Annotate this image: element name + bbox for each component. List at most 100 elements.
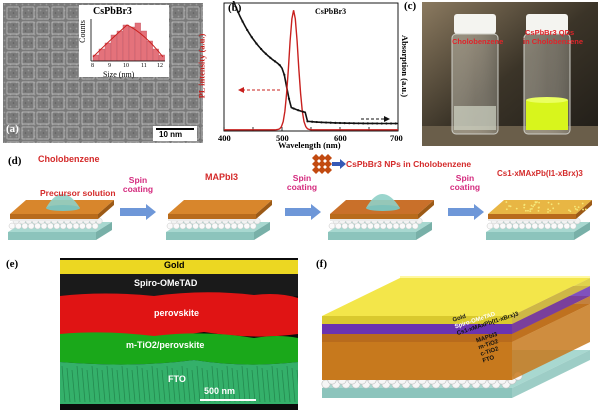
abs-point: [283, 74, 285, 76]
tick: 9: [108, 63, 111, 69]
panel-label-d: (d): [8, 155, 21, 167]
inset-title: CsPbBr3: [93, 6, 132, 17]
spin-coating-label-1: Spin coating: [119, 176, 157, 194]
sem-layer-spiro: Spiro-OMeTAD: [134, 278, 197, 288]
panel-label-c: (c): [404, 0, 416, 12]
abs-point: [390, 122, 392, 124]
pl-series: [224, 10, 398, 130]
panel-label-b: (b): [228, 2, 241, 14]
device-stack: [302, 258, 598, 410]
panel-b-spectra: (b) CsPbBr3 PL intensity (a.u.) Absorpti…: [206, 1, 416, 149]
xtick: 400: [218, 133, 231, 143]
abs-point: [311, 121, 313, 123]
abs-point: [316, 121, 318, 123]
absorption-series: [224, 1, 398, 123]
abs-point: [279, 64, 281, 66]
nanoparticle-icon: [312, 154, 332, 174]
abs-point: [255, 42, 257, 44]
process-schematic: [0, 150, 600, 252]
vial-label-left: Cholobenzene: [452, 37, 503, 46]
tio2-sphere: [329, 223, 335, 229]
abs-point: [381, 122, 383, 124]
abs-point: [339, 122, 341, 124]
film-stack: [8, 194, 114, 240]
histogram-bar: [129, 27, 135, 61]
abs-point: [376, 122, 378, 124]
np-arrow: [332, 159, 346, 169]
abs-point: [288, 98, 290, 100]
scale-bar-e-label: 500 nm: [204, 386, 235, 396]
spectra-plot: [206, 1, 416, 149]
abs-point: [302, 111, 304, 113]
panel-label-a: (a): [6, 123, 19, 135]
vial-label-right-1: CsPbBr3 QDs: [525, 28, 574, 37]
process-arrow: [448, 204, 484, 220]
abs-point: [269, 57, 271, 59]
abs-point: [371, 122, 373, 124]
panel-label-f: (f): [316, 258, 327, 270]
scale-bar-e: 500 nm: [200, 386, 256, 406]
process-arrow: [120, 204, 156, 220]
tick: 10: [123, 63, 129, 69]
panel-d-process: (d) Cholobenzene Precursor solution Spin…: [0, 150, 600, 252]
final-film-label: Cs1-xMAxPb(I1-xBrx)3: [497, 169, 583, 178]
vial-label-right-2: in Cholobenzene: [523, 37, 583, 46]
abs-point: [246, 29, 248, 31]
histogram-bar: [123, 25, 129, 61]
step1-bottom-label: Precursor solution: [40, 188, 116, 198]
spin-coating-label-2: Spin coating: [283, 174, 321, 192]
abs-point: [325, 121, 327, 123]
abs-point: [306, 120, 308, 122]
ylabel-pl: PL intensity (a.u.): [196, 34, 206, 99]
sem-layer-perovskite: perovskite: [154, 308, 199, 318]
histogram-bar: [141, 31, 147, 61]
step1-top-label: Cholobenzene: [38, 154, 100, 164]
abs-point: [260, 48, 262, 50]
spin-coating-label-3: Spin coating: [446, 174, 484, 192]
tick: 8: [91, 63, 94, 69]
histogram-bar: [135, 23, 141, 61]
abs-point: [395, 122, 397, 124]
xtick: 700: [390, 133, 403, 143]
process-arrow: [285, 204, 321, 220]
sem-layer-gold: Gold: [164, 260, 185, 270]
vials-image: [422, 2, 598, 146]
inset-xlabel: Size (nm): [103, 70, 134, 79]
abs-point: [274, 60, 276, 62]
sem-layer-fto: FTO: [168, 374, 186, 384]
abs-point: [348, 122, 350, 124]
abs-point: [297, 109, 299, 111]
panel-f-device: (f) Gold Spiro-OMeTAD Cs1-xMAxPb(I1-xBrx…: [302, 258, 598, 410]
abs-point: [241, 20, 243, 22]
abs-point: [367, 122, 369, 124]
abs-point: [385, 122, 387, 124]
film-stack: [486, 200, 592, 240]
scale-bar-a-label: 10 nm: [159, 130, 182, 139]
scale-bar-a: 10 nm: [153, 126, 197, 141]
nps-label: CsPbBr3 NPs in Cholobenzene: [346, 159, 471, 169]
panel-a-tem: (a) CsPbBr3 Counts 8 9 10 11 12 Size (nm…: [3, 3, 203, 143]
spectra-title: CsPbBr3: [315, 7, 346, 16]
abs-point: [251, 36, 253, 38]
tio2-sphere: [9, 223, 15, 229]
abs-point: [293, 107, 295, 109]
panel-label-e: (e): [6, 258, 18, 270]
inset-ylabel: Counts: [78, 20, 87, 43]
ylabel-abs: Absorption (a.u.): [400, 35, 410, 97]
abs-point: [344, 122, 346, 124]
histogram-bar: [117, 31, 123, 61]
histogram-bar: [105, 43, 111, 61]
abs-point: [353, 122, 355, 124]
abs-point: [357, 122, 359, 124]
abs-point: [334, 122, 336, 124]
abs-point: [320, 121, 322, 123]
tio2-sphere: [167, 223, 173, 229]
step2-label: MAPbI3: [205, 172, 238, 182]
sem-layer-mtio2: m-TiO2/perovskite: [126, 340, 204, 350]
panel-c-vials-photo: (c) Cholobenzene CsPbBr3 QDs in Choloben…: [422, 2, 598, 146]
abs-point: [330, 122, 332, 124]
tick: 12: [157, 63, 163, 69]
abs-point: [265, 53, 267, 55]
abs-point: [362, 122, 364, 124]
film-stack: [328, 194, 434, 240]
